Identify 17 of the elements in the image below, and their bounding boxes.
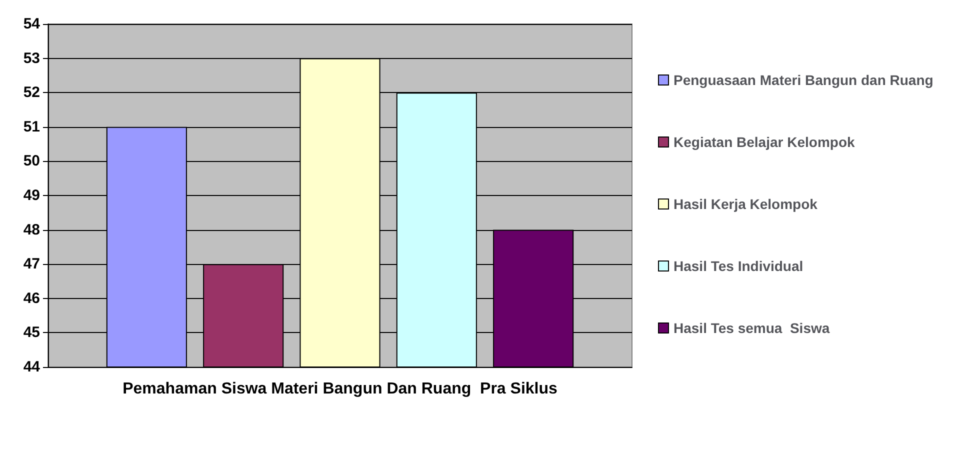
- y-tick-label: 51: [23, 118, 40, 136]
- x-tick-label: Pemahaman Siswa Materi Bangun Dan Ruang Pra Siklus: [122, 380, 558, 398]
- legend-label: Kegiatan Belajar Kelompok: [674, 134, 855, 150]
- y-tick-label: 45: [23, 324, 40, 342]
- y-tick-label: 52: [23, 84, 40, 102]
- y-tick-label: 53: [23, 50, 40, 67]
- y-tick-label: 54: [23, 16, 41, 32]
- y-tick-label: 47: [23, 256, 40, 273]
- y-tick-label: 44: [23, 358, 41, 376]
- legend-label: Hasil Tes semua Siswa: [674, 320, 830, 336]
- y-tick-label: 49: [23, 187, 40, 204]
- y-tick-label: 46: [23, 290, 40, 307]
- y-tick-label: 48: [23, 221, 40, 238]
- legend-label: Hasil Kerja Kelompok: [674, 196, 818, 212]
- legend-label: Hasil Tes Individual: [674, 258, 804, 274]
- legend-label: Penguasaan Materi Bangun dan Ruang: [674, 72, 934, 88]
- y-tick-label: 50: [23, 152, 40, 170]
